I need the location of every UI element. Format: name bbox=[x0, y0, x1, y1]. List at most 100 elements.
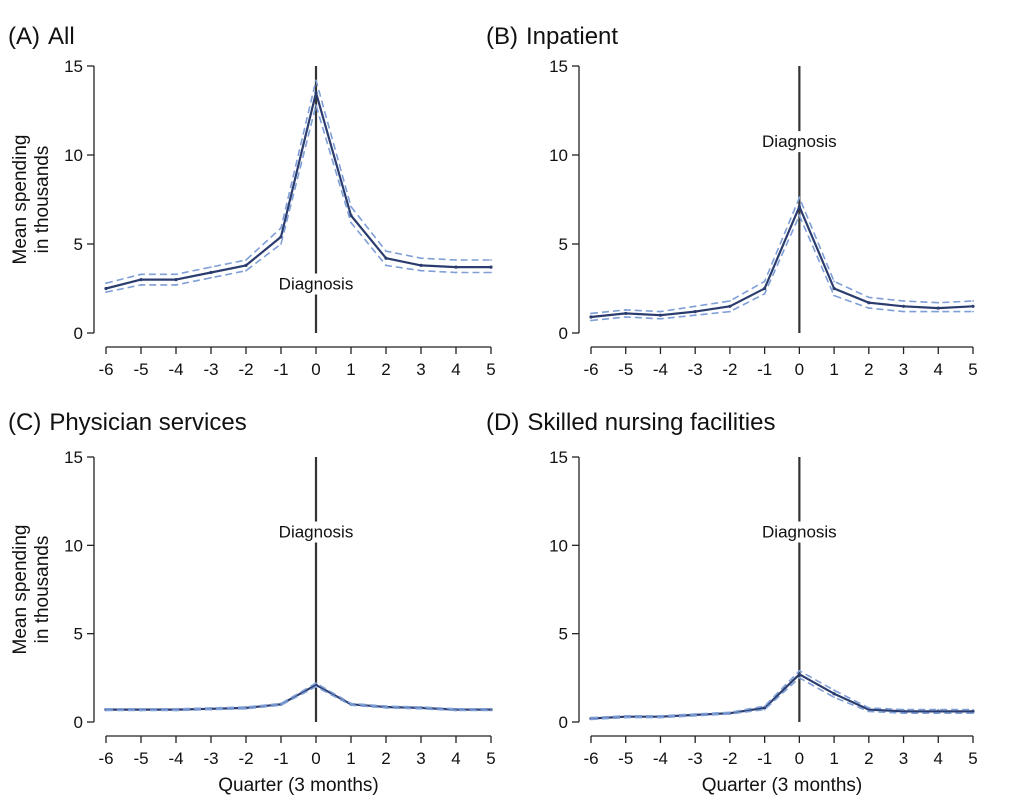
ci-upper-point bbox=[902, 300, 905, 302]
x-tick-label: -2 bbox=[722, 360, 737, 379]
ci-upper-point bbox=[455, 259, 457, 261]
ci-upper-point bbox=[833, 689, 835, 692]
diagnosis-label: Diagnosis bbox=[762, 523, 837, 542]
x-tick-label: 5 bbox=[968, 749, 977, 768]
ci-lower-point bbox=[490, 271, 492, 274]
x-tick-label: 3 bbox=[899, 749, 908, 768]
y-tick-label: 15 bbox=[64, 448, 83, 467]
ci-lower-point bbox=[972, 310, 974, 313]
ci-upper-point bbox=[590, 312, 592, 315]
ci-lower-point bbox=[729, 310, 731, 313]
x-tick-label: -5 bbox=[133, 749, 148, 768]
mean-point bbox=[693, 310, 697, 314]
mean-point bbox=[797, 672, 801, 676]
x-tick-label: 1 bbox=[346, 749, 355, 768]
ci-upper-point bbox=[798, 196, 801, 199]
y-tick-label: 10 bbox=[549, 536, 568, 555]
ci-upper-point bbox=[175, 707, 177, 710]
ci-upper-point bbox=[280, 227, 282, 229]
ci-upper-point bbox=[763, 280, 766, 283]
ci-upper-point bbox=[140, 273, 142, 276]
ci-upper-point bbox=[867, 706, 870, 709]
y-axis-title: Mean spendingin thousands bbox=[10, 135, 53, 265]
x-tick-label: -6 bbox=[98, 749, 113, 768]
ci-upper-point bbox=[280, 702, 282, 705]
y-tick-label: 0 bbox=[74, 713, 83, 732]
ci-lower-point bbox=[972, 712, 974, 715]
mean-point bbox=[419, 263, 423, 267]
ci-upper-point bbox=[659, 714, 662, 717]
ci-lower-point bbox=[590, 319, 592, 322]
ci-lower-point bbox=[210, 708, 212, 711]
x-tick-label: -3 bbox=[203, 360, 218, 379]
ci-lower-point bbox=[455, 709, 457, 712]
ci-lower-point bbox=[210, 276, 212, 279]
mean-point bbox=[244, 263, 248, 267]
ci-lower-point bbox=[902, 310, 905, 313]
mean-point bbox=[139, 278, 143, 282]
ci-lower-point bbox=[455, 271, 457, 274]
ci-lower-point bbox=[350, 221, 352, 224]
x-tick-label: -2 bbox=[722, 749, 737, 768]
panel-letter: (C) bbox=[8, 409, 41, 436]
y-axis-title-line: in thousands bbox=[32, 146, 53, 254]
ci-lower-point bbox=[833, 696, 835, 699]
x-tick-label: -4 bbox=[653, 360, 668, 379]
ci-lower-point bbox=[937, 712, 940, 715]
x-tick-label: 0 bbox=[795, 749, 804, 768]
ci-upper-point bbox=[490, 707, 492, 710]
mean-point bbox=[763, 286, 767, 291]
ci-upper-series-line bbox=[590, 669, 973, 719]
diagnosis-label: Diagnosis bbox=[279, 523, 354, 542]
x-tick-label: -5 bbox=[618, 749, 633, 768]
ci-lower-point bbox=[763, 708, 766, 711]
y-tick-label: 0 bbox=[559, 713, 568, 732]
y-tick-label: 5 bbox=[74, 235, 83, 254]
x-tick-label: -3 bbox=[203, 749, 218, 768]
diagnosis-label-background bbox=[757, 131, 842, 153]
x-tick-label: 5 bbox=[486, 360, 495, 379]
mean-point bbox=[728, 304, 732, 308]
x-tick-label: 0 bbox=[311, 749, 320, 768]
ci-lower-point bbox=[694, 314, 697, 317]
ci-upper-point bbox=[624, 308, 627, 311]
ci-upper-point bbox=[420, 257, 422, 260]
x-tick-label: -2 bbox=[238, 749, 253, 768]
x-tick-label: 2 bbox=[864, 360, 873, 379]
mean-point bbox=[901, 709, 906, 714]
x-tick-label: -6 bbox=[583, 360, 598, 379]
y-tick-label: 15 bbox=[549, 448, 568, 467]
ci-lower-series-line bbox=[106, 685, 491, 712]
ci-lower-series-line bbox=[590, 213, 973, 322]
ci-lower-point bbox=[175, 284, 177, 286]
panel-title-text: All bbox=[48, 23, 75, 50]
mean-point bbox=[209, 270, 213, 275]
mean-point bbox=[589, 315, 593, 319]
y-tick-label: 0 bbox=[559, 324, 568, 343]
diagnosis-label-background bbox=[274, 273, 358, 295]
mean-point bbox=[489, 265, 493, 269]
x-tick-label: 5 bbox=[968, 360, 977, 379]
ci-lower-point bbox=[245, 707, 247, 710]
ci-upper-point bbox=[315, 79, 317, 82]
y-tick-label: 5 bbox=[559, 625, 568, 644]
ci-lower-point bbox=[867, 307, 870, 309]
y-axis-title-line: Mean spending bbox=[10, 135, 31, 265]
x-tick-label: 5 bbox=[486, 749, 495, 768]
x-tick-label: 3 bbox=[416, 360, 425, 379]
ci-lower-point bbox=[245, 269, 247, 272]
y-axis-title-line: Mean spending bbox=[10, 525, 31, 655]
mean-series-line bbox=[106, 683, 491, 711]
panel-title: (C) Physician services bbox=[8, 409, 247, 436]
y-tick-label: 15 bbox=[549, 57, 568, 76]
mean-point bbox=[104, 286, 108, 291]
x-tick-label: -3 bbox=[688, 749, 703, 768]
diagnosis-label-background bbox=[274, 521, 358, 543]
ci-lower-point bbox=[105, 291, 107, 293]
mean-point bbox=[867, 301, 871, 305]
ci-lower-point bbox=[729, 713, 731, 715]
ci-lower-point bbox=[490, 709, 492, 712]
